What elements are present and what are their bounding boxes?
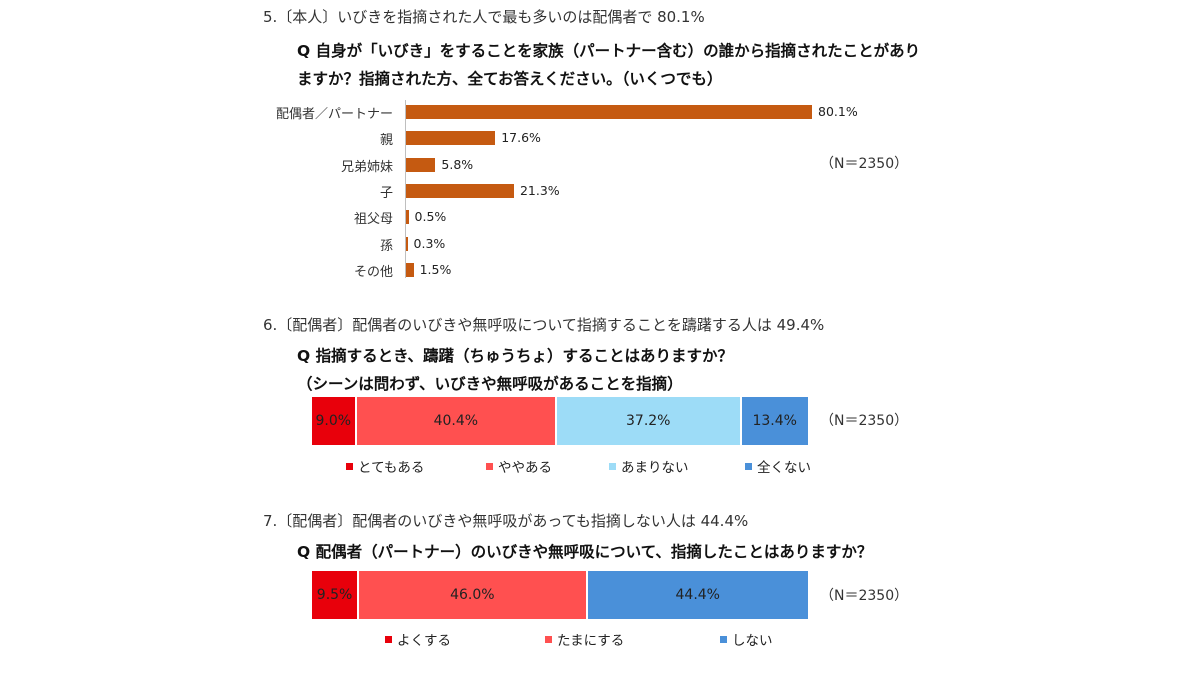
category-label: 兄弟姉妹 (340, 159, 393, 175)
legend-label: たまにする (557, 633, 625, 649)
bar-value-label: 0.5% (414, 209, 447, 225)
bar (406, 157, 436, 172)
bar-segment: 13.4% (741, 397, 808, 445)
legend-swatch (720, 635, 727, 643)
category-label: 配偶者／パートナー (275, 107, 393, 122)
legend-label: あまりない (621, 460, 689, 476)
bar-value-label: 5.8% (441, 156, 474, 172)
legend-item: よくする (385, 629, 451, 649)
bar-value-label: 21.3% (519, 182, 560, 198)
legend-swatch (346, 462, 353, 470)
category-label: 孫 (379, 238, 393, 254)
legend-swatch (545, 635, 552, 643)
legend-item: ややある (486, 456, 552, 476)
bar-segment: 44.4% (587, 571, 808, 619)
legend-label: 全くない (757, 460, 811, 476)
legend-swatch (609, 462, 616, 470)
section5-n-label: （N＝2350） (820, 156, 909, 172)
legend-label: しない (732, 633, 773, 649)
section7-question-line1: Q 配偶者（パートナー）のいびきや無呼吸について、指摘したことはありますか？ (297, 543, 873, 561)
section7-heading: 7.〔配偶者〕配偶者のいびきや無呼吸があっても指摘しない人は 44.4% (263, 512, 749, 530)
legend-label: とてもある (358, 460, 425, 476)
legend-swatch (745, 462, 752, 470)
bar-value-label: 17.6% (501, 130, 541, 146)
section5-question-line1: Q 自身が「いびき」をすることを家族（パートナー含む）の誰から指摘されたことがあ… (297, 42, 921, 60)
bar (406, 236, 408, 251)
bar (406, 105, 812, 119)
segment-value-label: 9.0% (315, 413, 352, 429)
bar (406, 210, 409, 225)
legend-item: たまにする (545, 629, 624, 649)
bar-segment: 40.4% (356, 397, 557, 445)
legend-item: とてもある (346, 456, 424, 476)
section6-n-label: （N＝2350） (820, 413, 909, 429)
bar-segment: 9.0% (312, 397, 357, 445)
section6-question-line2: （シーンは問わず、いびきや無呼吸があることを指摘） (297, 375, 683, 393)
bar (406, 131, 496, 146)
category-label: 子 (379, 185, 393, 201)
legend-swatch (385, 635, 392, 643)
legend-item: あまりない (609, 456, 689, 476)
section7-n-label: （N＝2350） (820, 588, 909, 604)
category-label: その他 (353, 264, 393, 280)
section6-heading: 6.〔配偶者〕配偶者のいびきや無呼吸について指摘することを躊躇する人は 49.4… (263, 316, 825, 334)
bar-segment: 46.0% (359, 571, 588, 619)
stacked-bar: 9.5% 46.0% 44.4% (312, 571, 808, 619)
bar-value-label: 1.5% (419, 261, 452, 277)
section6-question-line1: Q 指摘するとき、躊躇（ちゅうちょ）することはありますか？ (297, 347, 733, 365)
chart5-axis-line (405, 100, 406, 278)
bar-segment: 37.2% (557, 397, 742, 445)
segment-value-label: 40.4% (433, 413, 479, 429)
segment-value-label: 37.2% (626, 413, 671, 429)
category-label: 祖父母 (353, 212, 393, 228)
segment-value-label: 46.0% (450, 587, 495, 603)
stacked-bar: 9.0% 40.4% 37.2% 13.4% (312, 397, 808, 445)
legend-item: しない (720, 629, 773, 649)
bar-value-label: 0.3% (413, 235, 446, 251)
bar-segment: 9.5% (312, 571, 360, 619)
segment-value-label: 13.4% (752, 413, 797, 429)
category-label: 親 (379, 133, 393, 149)
bar (406, 262, 414, 277)
segment-value-label: 9.5% (316, 587, 353, 603)
section5-question-line2: ますか？指摘された方、全てお答えください。（いくつでも） (297, 70, 723, 88)
legend-label: ややある (498, 460, 552, 476)
section5-heading: 5.〔本人〕いびきを指摘された人で最も多いのは配偶者で 80.1% (263, 8, 705, 26)
legend-label: よくする (397, 633, 451, 649)
bar-value-label: 80.1% (818, 104, 858, 119)
legend-swatch (486, 462, 493, 470)
bar (406, 183, 514, 198)
segment-value-label: 44.4% (675, 587, 720, 603)
legend-item: 全くない (745, 456, 811, 476)
